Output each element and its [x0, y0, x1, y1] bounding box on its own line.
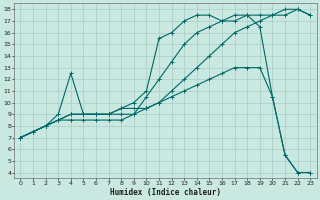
X-axis label: Humidex (Indice chaleur): Humidex (Indice chaleur)	[110, 188, 221, 197]
